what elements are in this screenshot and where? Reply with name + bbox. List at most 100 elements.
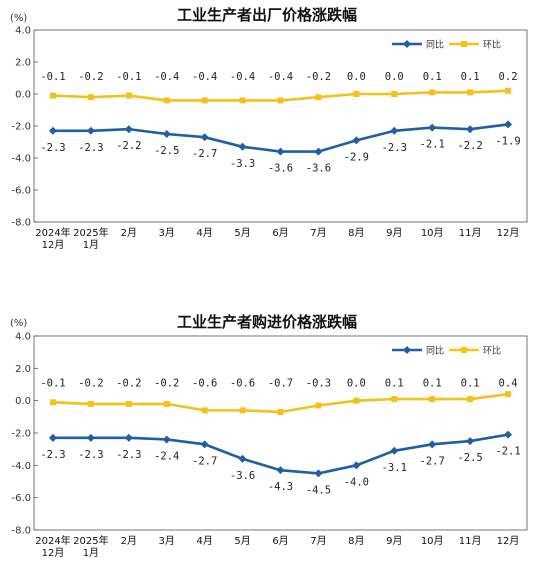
data-point-mom	[277, 408, 284, 415]
data-label-mom: 0.1	[385, 378, 404, 390]
data-label-yoy: -2.4	[154, 450, 179, 462]
data-label-yoy: -3.3	[230, 158, 255, 170]
data-point-mom	[49, 92, 56, 99]
data-point-mom	[125, 92, 132, 99]
data-label-yoy: -2.3	[78, 449, 103, 461]
data-label-mom: -0.2	[116, 378, 141, 390]
data-point-yoy	[86, 126, 95, 135]
legend-marker-mom	[461, 347, 467, 353]
data-label-mom: -0.6	[192, 378, 217, 390]
data-point-yoy	[124, 125, 133, 134]
data-label-mom: -0.1	[40, 71, 65, 83]
x-tick-label: 6月	[272, 535, 288, 547]
x-tick-label: 2月	[121, 227, 137, 239]
data-label-yoy: -2.3	[78, 142, 103, 154]
plot-area	[33, 335, 528, 531]
data-point-mom	[505, 391, 512, 398]
data-label-mom: -0.2	[306, 71, 331, 83]
data-label-mom: -0.1	[116, 71, 141, 83]
data-point-mom	[87, 400, 94, 407]
data-point-yoy	[48, 433, 57, 442]
data-label-mom: -0.6	[230, 378, 255, 390]
data-label-yoy: -2.7	[192, 455, 217, 467]
x-tick-label: 9月	[386, 535, 402, 547]
y-tick-label: 2.0	[15, 364, 31, 375]
data-label-yoy: -2.5	[154, 145, 179, 157]
data-label-yoy: -2.7	[420, 455, 445, 467]
data-point-yoy	[86, 433, 95, 442]
data-point-yoy	[314, 147, 323, 156]
data-label-mom: 0.4	[499, 378, 518, 390]
data-label-yoy: -2.3	[40, 142, 65, 154]
x-tick-label: 12月	[497, 227, 520, 239]
chart-title: 工业生产者购进价格涨跌幅	[177, 313, 357, 331]
x-tick-label: 6月	[272, 227, 288, 239]
x-tick-label: 7月	[310, 535, 326, 547]
data-label-mom: -0.4	[230, 71, 255, 83]
y-tick-label: 0.0	[15, 396, 31, 407]
x-tick-label: 5月	[234, 227, 250, 239]
data-label-mom: -0.4	[154, 71, 179, 83]
x-tick-label: 2025年 1月	[73, 226, 108, 251]
data-point-mom	[391, 396, 398, 403]
data-point-yoy	[48, 126, 57, 135]
data-point-mom	[239, 407, 246, 414]
data-point-mom	[353, 397, 360, 404]
data-label-mom: 0.0	[385, 71, 404, 83]
data-point-mom	[315, 94, 322, 101]
data-point-mom	[49, 399, 56, 406]
data-point-mom	[163, 400, 170, 407]
data-point-yoy	[504, 120, 513, 129]
x-tick-label: 11月	[459, 227, 482, 239]
x-tick-label: 9月	[386, 227, 402, 239]
data-label-yoy: -1.9	[495, 135, 520, 147]
data-label-mom: 0.0	[347, 378, 366, 390]
y-tick-label: -4.0	[11, 461, 31, 472]
data-point-yoy	[466, 125, 475, 134]
data-label-yoy: -2.3	[116, 449, 141, 461]
data-label-yoy: -2.2	[116, 140, 141, 152]
data-point-mom	[239, 97, 246, 104]
data-label-yoy: -2.9	[344, 151, 369, 163]
data-point-yoy	[466, 437, 475, 446]
data-point-yoy	[314, 469, 323, 478]
chart-purchase-price: 工业生产者购进价格涨跌幅 (%) 4.0 2.0 0.0 -2.0 -4.0 -6.0 -8.0…	[10, 313, 528, 559]
data-label-mom: 0.1	[423, 71, 442, 83]
y-tick-label: -8.0	[11, 526, 31, 537]
data-point-mom	[391, 91, 398, 97]
x-tick-label: 5月	[234, 535, 250, 547]
data-point-yoy	[390, 126, 399, 135]
data-label-mom: -0.1	[40, 378, 65, 390]
data-label-mom: -0.2	[78, 71, 103, 83]
data-label-mom: -0.2	[154, 378, 179, 390]
x-tick-label: 3月	[159, 227, 175, 239]
x-tick-label: 8月	[348, 227, 364, 239]
chart-output-price: 工业生产者出厂价格涨跌幅 (%) 4.0 2.0 0.0 -2.0 -4.0 -6.0 -8.0…	[10, 6, 528, 251]
data-point-yoy	[352, 461, 361, 470]
data-label-yoy: -2.7	[192, 148, 217, 160]
x-tick-label: 2025年 1月	[73, 534, 108, 559]
y-tick-label: 4.0	[15, 26, 31, 37]
data-label-mom: 0.1	[461, 378, 480, 390]
data-label-yoy: -4.0	[344, 476, 369, 488]
data-point-yoy	[276, 466, 285, 475]
y-tick-label: -2.0	[11, 122, 31, 133]
legend-label-yoy: 同比	[426, 345, 444, 357]
data-label-yoy: -3.6	[230, 470, 255, 482]
x-tick-label: 8月	[348, 535, 364, 547]
data-point-yoy	[428, 123, 437, 132]
data-point-yoy	[200, 440, 209, 449]
data-point-mom	[429, 89, 436, 96]
data-label-yoy: -2.3	[40, 449, 65, 461]
data-point-yoy	[200, 133, 209, 142]
data-point-mom	[201, 407, 208, 414]
x-tick-label: 11月	[459, 535, 482, 547]
data-point-mom	[467, 396, 474, 403]
data-label-mom: 0.1	[423, 378, 442, 390]
data-point-mom	[353, 91, 360, 97]
data-label-yoy: -2.3	[382, 142, 407, 154]
data-label-yoy: -3.6	[268, 163, 293, 175]
data-label-yoy: -4.5	[306, 484, 331, 496]
data-label-yoy: -4.3	[268, 481, 293, 493]
